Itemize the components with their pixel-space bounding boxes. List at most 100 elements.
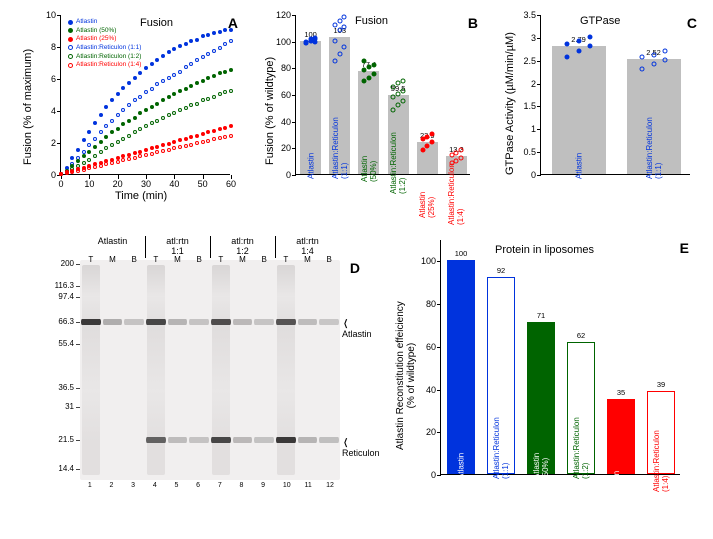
data-point bbox=[218, 92, 222, 96]
data-point bbox=[195, 102, 199, 106]
data-point bbox=[70, 170, 74, 174]
data-point bbox=[184, 106, 188, 110]
y-tick: 20 bbox=[267, 143, 291, 153]
scatter-point bbox=[420, 148, 425, 153]
data-point bbox=[206, 139, 210, 143]
scatter-point bbox=[429, 140, 434, 145]
band-reticulon bbox=[211, 437, 231, 443]
y-tick: 0 bbox=[512, 170, 536, 180]
data-point bbox=[189, 135, 193, 139]
data-point bbox=[121, 158, 125, 162]
data-point bbox=[82, 138, 86, 142]
data-point bbox=[229, 39, 233, 43]
scatter-point bbox=[371, 62, 376, 67]
lane-letter: M bbox=[239, 255, 246, 264]
mw-marker: 97.4 bbox=[44, 292, 74, 301]
data-point bbox=[195, 38, 199, 42]
bar-category-label: Atlastin(50%) bbox=[532, 359, 550, 479]
scatter-point bbox=[564, 55, 569, 60]
y-tick: 4 bbox=[36, 106, 56, 116]
y-tick: 120 bbox=[267, 10, 291, 20]
scatter-point bbox=[663, 57, 668, 62]
data-point bbox=[167, 50, 171, 54]
data-point bbox=[218, 136, 222, 140]
data-point bbox=[127, 103, 131, 107]
legend-row: Atlastin:Reticulon (1:1) bbox=[68, 44, 141, 52]
panel-a-xlabel: Time (min) bbox=[115, 190, 167, 202]
legend-label: Atlastin:Reticulon (1:4) bbox=[76, 61, 141, 69]
data-point bbox=[161, 149, 165, 153]
band-atlastin bbox=[81, 319, 101, 325]
scatter-point bbox=[303, 41, 308, 46]
data-point bbox=[116, 140, 120, 144]
data-point bbox=[65, 171, 69, 175]
data-point bbox=[155, 58, 159, 62]
panel-b-fusion-bars: B Fusion Fusion (% of wildtype) 02040608… bbox=[250, 5, 480, 205]
bar-value-label: 62 bbox=[577, 331, 585, 340]
data-point bbox=[99, 113, 103, 117]
mw-marker: 66.3 bbox=[44, 317, 74, 326]
panel-letter: D bbox=[350, 260, 360, 276]
data-point bbox=[82, 168, 86, 172]
bar-category-label: Atlastin(25%) bbox=[418, 98, 436, 218]
data-point bbox=[104, 135, 108, 139]
data-point bbox=[93, 165, 97, 169]
band-atlastin bbox=[233, 319, 253, 325]
panel-e-reconstitution: E Protein in liposomes Atlastin Reconsti… bbox=[385, 230, 695, 520]
data-point bbox=[127, 157, 131, 161]
data-point bbox=[144, 153, 148, 157]
data-point bbox=[178, 138, 182, 142]
lane-number: 4 bbox=[153, 482, 157, 489]
data-point bbox=[223, 126, 227, 130]
data-point bbox=[212, 129, 216, 133]
band-reticulon bbox=[319, 437, 339, 443]
data-point bbox=[133, 98, 137, 102]
legend-marker-icon bbox=[68, 37, 73, 42]
data-point bbox=[93, 137, 97, 141]
data-point bbox=[189, 84, 193, 88]
lane-letter: T bbox=[218, 255, 223, 264]
data-point bbox=[161, 79, 165, 83]
scatter-point bbox=[366, 76, 371, 81]
bar-category-label: Atlastin:Reticulon(1:4) bbox=[652, 372, 670, 492]
data-point bbox=[99, 130, 103, 134]
legend-marker-icon bbox=[68, 63, 73, 68]
data-point bbox=[212, 95, 216, 99]
legend-label: Atlastin:Reticulon (1:1) bbox=[76, 44, 141, 52]
y-tick: 10 bbox=[36, 10, 56, 20]
x-tick: 0 bbox=[53, 179, 69, 189]
lane-number: 10 bbox=[283, 482, 291, 489]
data-point bbox=[172, 140, 176, 144]
data-point bbox=[110, 143, 114, 147]
data-point bbox=[178, 108, 182, 112]
data-point bbox=[212, 137, 216, 141]
band-atlastin bbox=[146, 319, 166, 325]
data-point bbox=[195, 134, 199, 138]
y-tick: 0.5 bbox=[512, 147, 536, 157]
data-point bbox=[184, 87, 188, 91]
scatter-point bbox=[400, 89, 405, 94]
scatter-point bbox=[337, 52, 342, 57]
lane-number: 11 bbox=[305, 482, 312, 489]
data-point bbox=[167, 142, 171, 146]
bar-category-label: Atlastin bbox=[457, 359, 466, 479]
x-tick: 20 bbox=[110, 179, 126, 189]
legend-marker-icon bbox=[68, 54, 73, 59]
data-point bbox=[167, 95, 171, 99]
scatter-point bbox=[639, 55, 644, 60]
legend-label: Atlastin (25%) bbox=[76, 35, 116, 43]
data-point bbox=[155, 119, 159, 123]
data-point bbox=[189, 62, 193, 66]
scatter-point bbox=[663, 48, 668, 53]
data-point bbox=[133, 130, 137, 134]
data-point bbox=[201, 98, 205, 102]
data-point bbox=[212, 31, 216, 35]
data-point bbox=[167, 148, 171, 152]
band-atlastin bbox=[211, 319, 231, 325]
scatter-point bbox=[400, 98, 405, 103]
data-point bbox=[184, 65, 188, 69]
data-point bbox=[121, 86, 125, 90]
lane-number: 6 bbox=[196, 482, 200, 489]
scatter-point bbox=[564, 41, 569, 46]
lane-number: 3 bbox=[131, 482, 135, 489]
